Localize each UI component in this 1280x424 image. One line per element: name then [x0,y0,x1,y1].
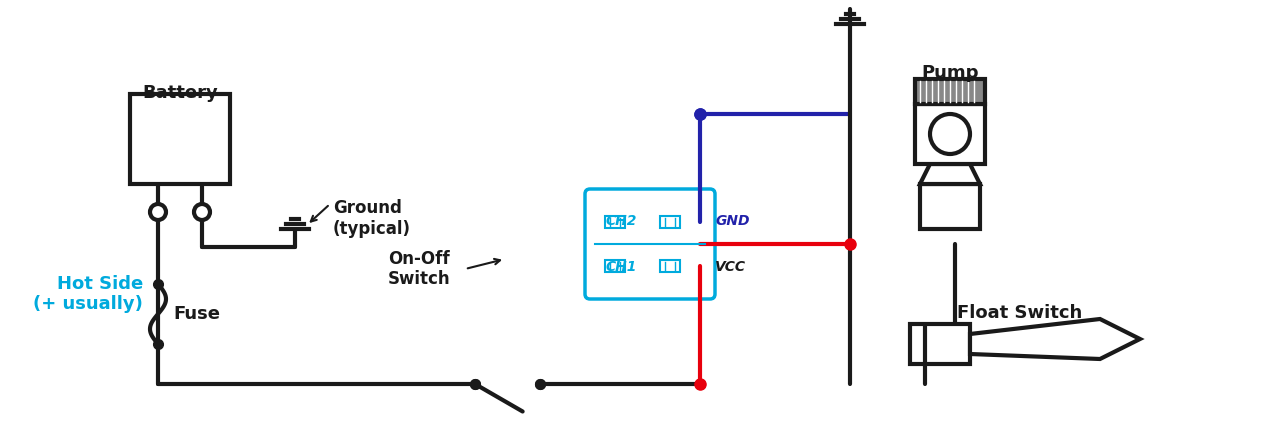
Text: CH2: CH2 [605,214,636,228]
Polygon shape [920,164,980,184]
Bar [605,216,625,228]
Bar [605,260,625,272]
Text: Battery: Battery [142,84,218,102]
Polygon shape [970,319,1140,359]
Circle shape [150,204,166,220]
Bar [915,104,986,164]
Text: Fuse: Fuse [173,305,220,323]
Bar [915,79,986,104]
Text: On-Off
Switch: On-Off Switch [388,250,451,288]
Bar [910,324,970,364]
Text: GND: GND [716,214,750,228]
Text: Ground
(typical): Ground (typical) [333,199,411,238]
Bar [660,260,680,272]
Text: VCC: VCC [716,260,746,274]
Bar [920,184,980,229]
Circle shape [195,204,210,220]
FancyBboxPatch shape [585,189,716,299]
Bar [131,94,230,184]
Circle shape [931,114,970,154]
Bar [660,216,680,228]
Text: Float Switch: Float Switch [957,304,1083,322]
Text: Pump: Pump [922,64,979,82]
Text: Hot Side
(+ usually): Hot Side (+ usually) [33,275,143,313]
Text: CH1: CH1 [605,260,636,274]
